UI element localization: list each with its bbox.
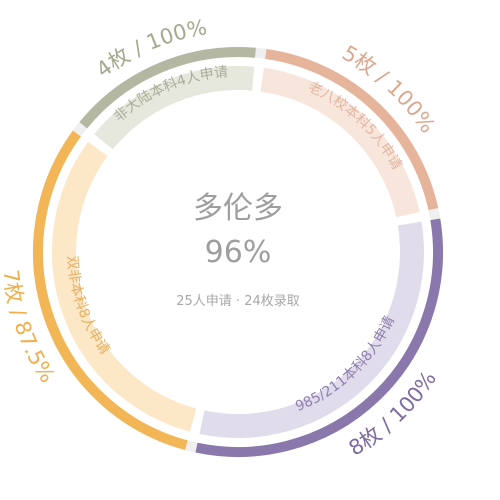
segment-fill-0 — [260, 67, 420, 218]
segment-ring-3 — [79, 47, 256, 129]
center-subtitle: 25人申请 · 24枚录取 — [176, 294, 299, 309]
segment-ring-0 — [265, 48, 439, 211]
outer-ring-layer — [33, 47, 443, 457]
segment-ring-1 — [195, 218, 443, 457]
segment-fill-2 — [51, 141, 197, 432]
center-summary: 多伦多 96% 25人申请 · 24枚录取 — [176, 191, 299, 309]
segment-fill-1 — [199, 221, 424, 438]
center-title: 多伦多 — [193, 191, 283, 226]
segment-ring-2 — [33, 130, 188, 451]
inner-fill-layer — [51, 65, 424, 438]
segment-fill-3 — [94, 65, 255, 150]
center-admit-rate: 96% — [205, 235, 272, 270]
